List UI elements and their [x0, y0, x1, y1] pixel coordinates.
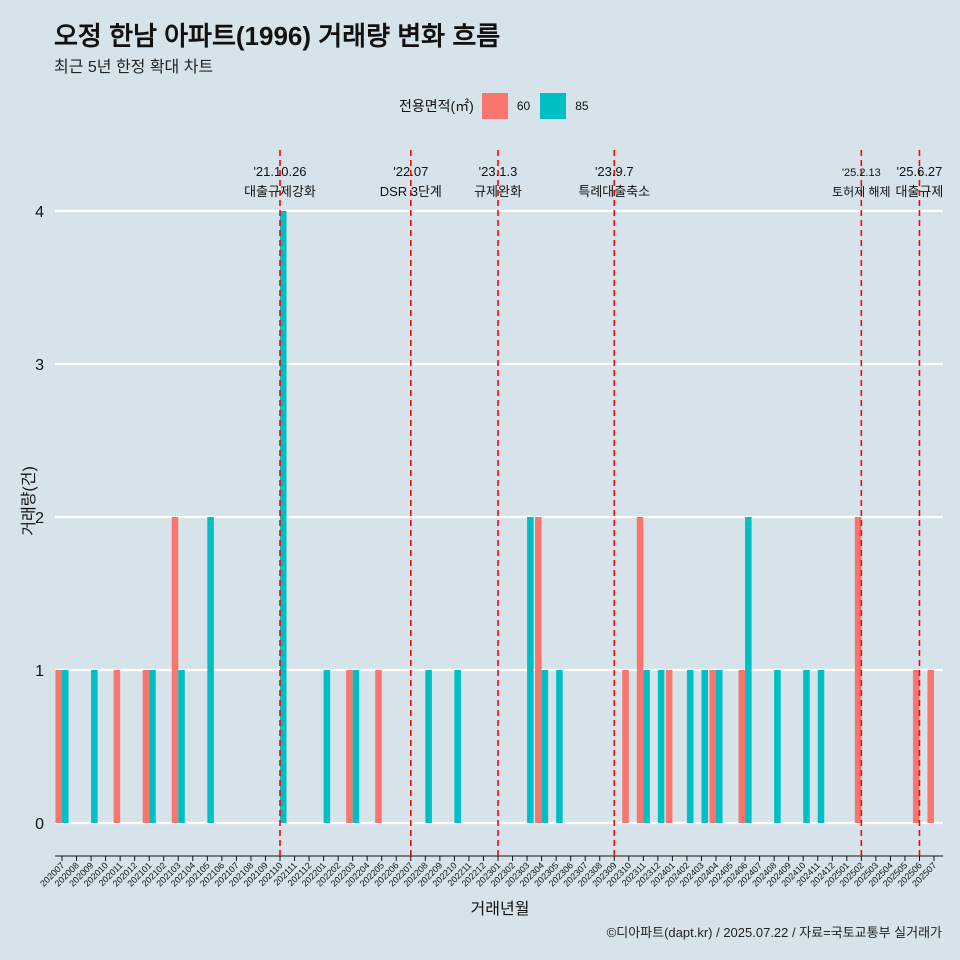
- bar-85: [62, 670, 69, 823]
- event-date-label: '23.9.7: [595, 164, 634, 179]
- bar-85: [686, 670, 694, 823]
- bar-60: [709, 670, 716, 823]
- bar-60: [142, 670, 150, 823]
- event-name-label: 토허제 해제: [832, 185, 891, 199]
- y-tick-label: 0: [35, 816, 44, 833]
- bar-85: [817, 670, 825, 823]
- bar-60: [171, 517, 179, 823]
- bar-85: [701, 670, 709, 823]
- y-axis-title: 거래량(건): [20, 466, 38, 536]
- bar-85: [716, 670, 723, 823]
- bar-85: [323, 670, 331, 823]
- legend-key-85: [540, 93, 567, 119]
- event-date-label: '25.6.27: [897, 164, 943, 179]
- legend-label-85: 85: [575, 99, 589, 113]
- event-date-label: '25.2.13: [842, 167, 881, 179]
- event-name-label: DSR 3단계: [380, 184, 442, 199]
- bar-85: [527, 517, 534, 823]
- chart-subtitle: 최근 5년 한정 확대 차트: [54, 59, 214, 76]
- bar-85: [454, 670, 461, 823]
- y-tick-label: 2: [35, 510, 44, 527]
- bar-85: [91, 670, 98, 823]
- legend-key-60: [481, 93, 508, 119]
- bar-60: [912, 670, 920, 823]
- event-date-label: '21.10.26: [253, 164, 306, 179]
- event-name-label: 규제완화: [474, 184, 522, 199]
- caption: ©디아파트(dapt.kr) / 2025.07.22 / 자료=국토교통부 실…: [606, 925, 942, 940]
- bar-60: [113, 670, 121, 823]
- y-tick-label: 1: [35, 663, 44, 680]
- bar-85: [207, 517, 214, 823]
- chart-title: 오정 한남 아파트(1996) 거래량 변화 흐름: [54, 21, 501, 51]
- x-axis-title: 거래년월: [471, 900, 530, 918]
- event-name-label: 대출규제강화: [244, 184, 316, 199]
- bar-60: [375, 670, 382, 823]
- bar-85: [643, 670, 650, 823]
- bar-60: [854, 517, 862, 823]
- event-name-label: 특례대출축소: [578, 184, 650, 199]
- bar-85: [149, 670, 156, 823]
- bar-85: [745, 517, 752, 823]
- bar-85: [425, 670, 432, 823]
- bar-60: [636, 517, 644, 823]
- legend: 전용면적(㎡) 60 85: [399, 93, 599, 119]
- bar-85: [657, 670, 665, 823]
- event-date-label: '22.07: [393, 164, 428, 179]
- bar-85: [178, 670, 185, 823]
- event-date-label: '23.1.3: [479, 164, 518, 179]
- bar-60: [535, 517, 542, 823]
- bar-60: [55, 670, 62, 823]
- bar-60: [738, 670, 746, 823]
- event-name-label: 대출규제: [896, 184, 944, 199]
- bar-60: [665, 670, 673, 823]
- bar-85: [803, 670, 810, 823]
- legend-label-60: 60: [516, 99, 531, 113]
- bar-60: [927, 670, 934, 823]
- bar-60: [346, 670, 353, 823]
- legend-title: 전용면적(㎡): [399, 98, 474, 114]
- bar-60: [622, 670, 629, 823]
- bar-85: [352, 670, 360, 823]
- bar-85: [541, 670, 549, 823]
- bar-85: [556, 670, 563, 823]
- y-tick-label: 3: [35, 357, 44, 374]
- bar-85: [774, 670, 781, 823]
- y-tick-label: 4: [35, 204, 44, 221]
- bar-85: [280, 211, 287, 823]
